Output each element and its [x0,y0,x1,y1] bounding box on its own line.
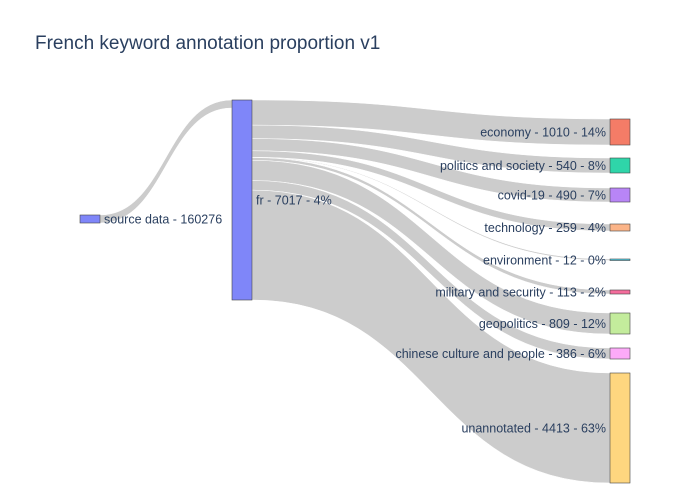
sankey-labels: source data - 160276 fr - 7017 - 4% econom… [104,126,606,436]
sankey-node-label-geopolitics: geopolitics - 809 - 12% [479,317,606,331]
sankey-node-technology[interactable] [609,223,631,232]
sankey-node-politics[interactable] [609,157,631,174]
sankey-node-label-covid: covid-19 - 490 - 7% [498,189,606,203]
sankey-node-environment[interactable] [609,258,631,261]
sankey-node-fr[interactable] [231,99,253,301]
sankey-node-label-fr: fr - 7017 - 4% [256,194,332,208]
sankey-node-label-economy: economy - 1010 - 14% [480,126,606,140]
sankey-node-label-unannotated: unannotated - 4413 - 63% [461,422,606,436]
sankey-node-label-environment: environment - 12 - 0% [483,253,606,267]
sankey-node-economy[interactable] [609,118,631,146]
sankey-node-chinese[interactable] [609,347,631,360]
sankey-node-unannotated[interactable] [609,372,631,484]
sankey-node-label-source: source data - 160276 [104,213,222,227]
sankey-node-covid[interactable] [609,187,631,203]
sankey-node-source[interactable] [79,214,101,224]
sankey-node-label-chinese: chinese culture and people - 386 - 6% [395,347,606,361]
sankey-node-geopolitics[interactable] [609,312,631,335]
sankey-node-label-politics: politics and society - 540 - 8% [440,159,606,173]
sankey-nodes [79,99,631,484]
chart-title: French keyword annotation proportion v1 [35,33,381,54]
sankey-node-label-military: military and security - 113 - 2% [435,286,606,300]
sankey-link-source-fr[interactable] [99,99,233,224]
sankey-node-label-technology: technology - 259 - 4% [484,221,606,235]
sankey-node-military[interactable] [609,289,631,295]
